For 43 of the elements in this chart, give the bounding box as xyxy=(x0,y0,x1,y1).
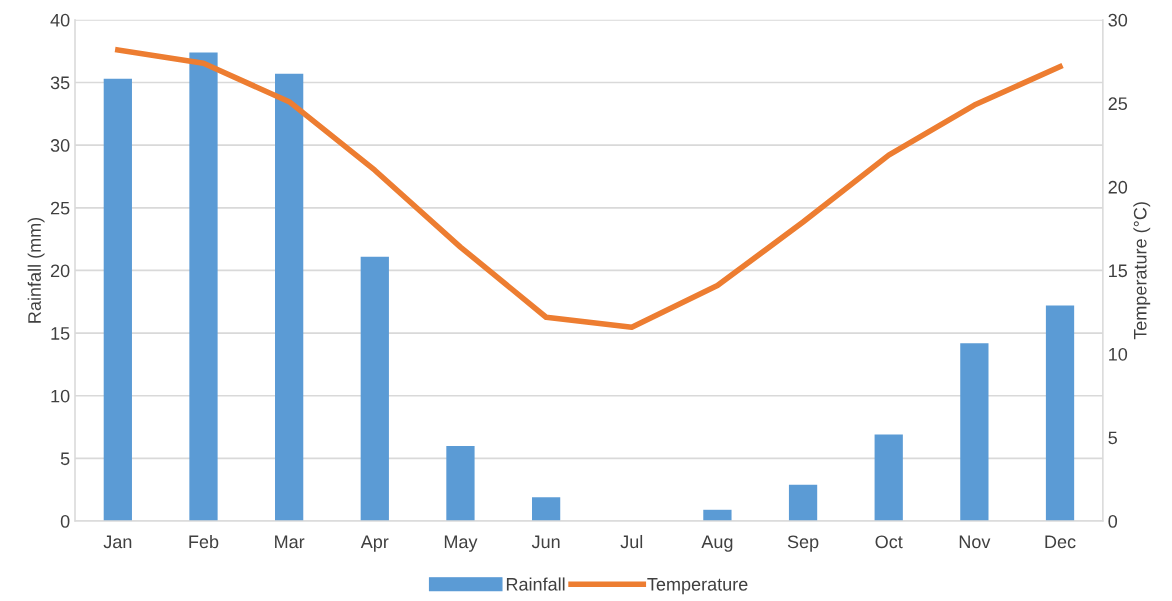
y2-tick-label: 10 xyxy=(1109,347,1128,361)
y2-tick-label: 30 xyxy=(1108,13,1128,27)
bar xyxy=(703,509,732,522)
x-tick-label: Nov xyxy=(959,535,991,549)
x-tick-label: Jun xyxy=(531,535,560,549)
legend-label: Rainfall xyxy=(506,577,565,591)
x-tick-label: Aug xyxy=(701,535,733,552)
bar xyxy=(1045,305,1075,522)
y2-axis-title: Temperature (°C) xyxy=(1133,202,1151,340)
x-tick-label: Oct xyxy=(875,535,903,549)
bar xyxy=(275,73,304,522)
y-tick-label: 10 xyxy=(51,389,70,403)
y2-tick-label: 20 xyxy=(1108,180,1128,194)
x-tick-label: Sep xyxy=(787,535,819,552)
bar xyxy=(446,445,475,522)
x-tick-label: Jul xyxy=(620,534,643,549)
x-tick-label: Apr xyxy=(360,535,389,552)
y2-tick-label: 25 xyxy=(1108,97,1128,111)
bar xyxy=(788,484,818,522)
y2-tick-label: 5 xyxy=(1108,431,1117,445)
bar xyxy=(189,52,218,522)
y-tick-label: 5 xyxy=(60,452,70,466)
x-tick-label: Feb xyxy=(189,534,219,549)
y2-tick-label: 0 xyxy=(1108,515,1118,528)
y2-tick-label: 15 xyxy=(1109,264,1128,278)
bar xyxy=(360,256,389,522)
y-tick-label: 0 xyxy=(60,515,70,528)
bar xyxy=(874,434,903,522)
y-tick-label: 15 xyxy=(51,327,70,340)
bar xyxy=(960,343,989,522)
x-tick-label: Mar xyxy=(275,535,305,549)
x-tick-label: Jan xyxy=(103,535,132,549)
y-tick-label: 40 xyxy=(50,13,70,27)
bar xyxy=(103,78,132,522)
y-tick-label: 35 xyxy=(50,76,70,90)
x-tick-label: Dec xyxy=(1045,535,1076,549)
y-tick-label: 30 xyxy=(50,139,70,152)
bar xyxy=(531,497,561,522)
y-axis-title: Rainfall (mm) xyxy=(27,217,45,323)
legend-label: Temperature xyxy=(647,578,748,595)
y-tick-label: 20 xyxy=(50,264,70,278)
y-tick-label: 25 xyxy=(50,201,70,215)
x-tick-label: May xyxy=(444,535,478,552)
